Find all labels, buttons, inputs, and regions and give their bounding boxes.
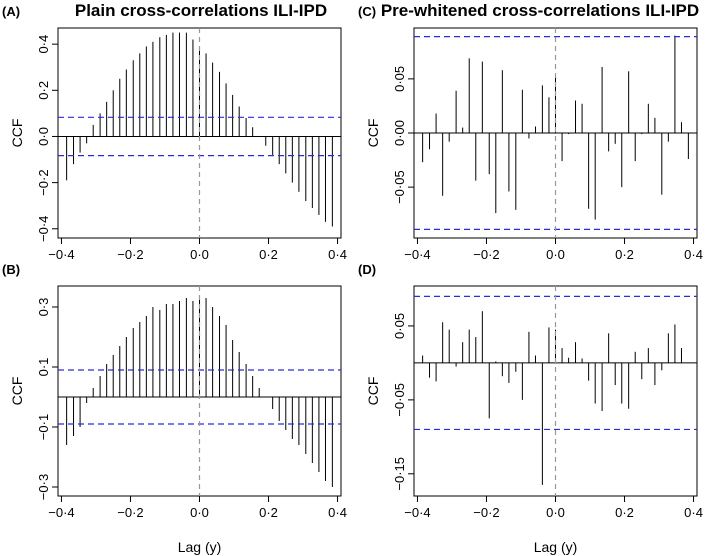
y-tick-label: 0·00: [392, 120, 407, 146]
x-tick-label: 0·0: [190, 505, 209, 520]
x-tick-label: 0·4: [328, 247, 347, 262]
y-tick-label: −0·15: [392, 457, 407, 491]
x-tick-label: −0·2: [117, 247, 143, 262]
y-tick-label: −0·1: [36, 414, 51, 440]
x-tick-label: −0·4: [48, 505, 74, 520]
y-tick-label: −0·05: [392, 170, 407, 204]
panel-d: −0·15 −0·05 0·05 −0·4 −0·2 0·0 0·2 0·4 CCF Lag (y…: [358, 262, 703, 555]
panel-label: (A): [2, 4, 20, 19]
y-tick-label: 0·4: [36, 35, 51, 54]
y-tick-label: 0·1: [36, 358, 51, 377]
y-tick-label: −0·3: [36, 474, 51, 500]
x-tick-label: −0·2: [473, 505, 499, 520]
y-tick-label: 0·0: [36, 127, 51, 146]
y-axis-label: CCF: [9, 377, 25, 406]
x-tick-label: −0·4: [48, 247, 74, 262]
y-axis-label: CCF: [365, 119, 381, 148]
panel-b: −0·3 −0·1 0·1 0·3 −0·4 −0·2 0·0 0·2 0·4 CCF Lag (y…: [2, 262, 347, 555]
y-tick-label: 0·2: [36, 81, 51, 100]
x-tick-label: −0·2: [473, 247, 499, 262]
y-tick-label: 0·05: [392, 66, 407, 92]
y-axis-label: CCF: [9, 119, 25, 148]
y-tick-label: −0·2: [36, 169, 51, 195]
x-tick-label: 0·2: [615, 247, 634, 262]
y-tick-label: 0·05: [392, 313, 407, 339]
panel-a: −0·4 −0·2 0·0 0·2 0·4 −0·4 −0·2 0·0 0·2 0·4 CCF (A): [2, 4, 347, 262]
panel-label: (C): [358, 4, 376, 19]
x-tick-label: 0·2: [259, 505, 278, 520]
y-tick-label: 0·3: [36, 298, 51, 317]
x-tick-label: 0·4: [328, 505, 347, 520]
y-tick-label: −0·05: [392, 383, 407, 417]
x-tick-label: 0·4: [684, 505, 703, 520]
x-tick-label: 0·0: [546, 505, 565, 520]
x-tick-label: −0·4: [404, 247, 430, 262]
x-tick-label: 0·2: [259, 247, 278, 262]
x-tick-label: −0·4: [404, 505, 430, 520]
x-tick-label: −0·2: [117, 505, 143, 520]
panel-label: (D): [358, 262, 376, 277]
panel-label: (B): [2, 262, 20, 277]
x-axis-label: Lag (y): [534, 539, 578, 555]
x-tick-label: 0·0: [190, 247, 209, 262]
x-tick-label: 0·4: [684, 247, 703, 262]
title-left: Plain cross-correlations ILI-IPD: [75, 1, 327, 20]
x-axis-label: Lag (y): [178, 539, 222, 555]
panel-c: −0·05 0·00 0·05 −0·4 −0·2 0·0 0·2 0·4 CCF (C): [358, 4, 703, 262]
y-tick-label: −0·4: [36, 216, 51, 242]
x-tick-label: 0·2: [615, 505, 634, 520]
title-right: Pre-whitened cross-correlations ILI-IPD: [381, 1, 699, 20]
y-axis-label: CCF: [365, 377, 381, 406]
x-tick-label: 0·0: [546, 247, 565, 262]
